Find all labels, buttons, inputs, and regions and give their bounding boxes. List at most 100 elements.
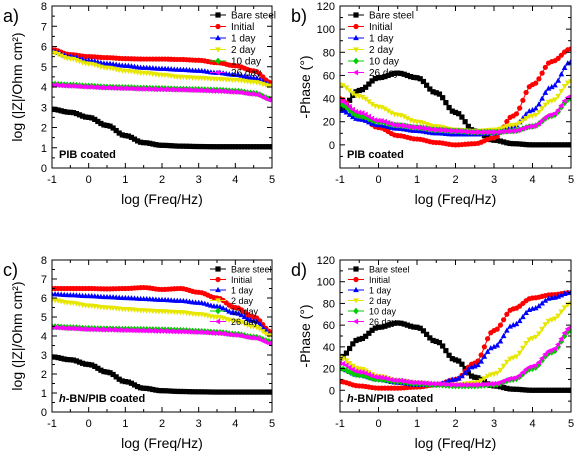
data-point [532,122,538,129]
data-point [254,389,260,395]
data-point [52,291,55,297]
data-point [487,129,493,135]
data-point [507,323,513,329]
data-point [568,79,571,85]
data-point [526,123,532,130]
data-point [517,105,523,111]
data-point [171,86,177,93]
data-point [362,113,369,121]
data-point [180,388,186,395]
data-point [410,124,416,131]
data-point [366,99,372,105]
data-point [501,384,507,391]
data-point [128,85,134,92]
data-point [558,102,564,109]
data-point [532,334,539,341]
y-axis-label: log (|Z|/Ohm cm²) [9,32,25,141]
legend-marker [353,57,359,65]
data-point [539,117,545,124]
data-point [520,97,526,103]
data-point [152,86,158,93]
data-point [445,127,452,134]
data-point [417,76,423,82]
legend-marker [214,318,221,325]
x-tick-label: -1 [335,174,345,186]
data-point [137,86,143,92]
data-point [116,85,122,92]
data-point [64,325,70,332]
y-tick-label: 120 [317,255,335,267]
data-point [539,142,545,148]
data-point [555,107,561,114]
data-point [484,348,491,354]
data-point [369,101,375,108]
data-point [516,317,523,324]
data-point [552,142,558,148]
data-point [391,320,398,326]
data-point [478,378,485,384]
data-point [216,330,223,337]
y-axis-label: log (|Z|/Ohm cm²) [9,281,25,390]
data-point [449,356,455,362]
data-point [257,144,263,150]
data-point [378,105,385,111]
data-point [265,340,272,347]
data-point [79,113,86,119]
data-point [507,386,513,392]
data-point [500,128,506,135]
data-point [251,389,257,395]
data-point [247,91,253,97]
data-point [385,322,391,328]
y-tick-label: 80 [323,47,335,59]
data-point [542,64,548,70]
data-point [199,143,205,150]
data-point [238,320,245,326]
data-point [217,389,223,395]
data-point [507,356,513,362]
legend-marker [215,47,221,53]
data-point [346,88,353,94]
data-point [529,336,536,342]
legend-entry: Bare steel [369,11,414,22]
y-tick-label: 6 [41,42,47,54]
x-tick-label: 2 [159,174,165,186]
data-point [70,110,76,116]
data-point [526,142,532,148]
data-point [503,128,509,135]
data-point [458,128,464,135]
data-point [161,328,168,334]
data-point [352,368,359,375]
data-point [452,128,458,134]
data-point [174,86,180,93]
data-point [407,379,413,386]
data-point [67,357,73,363]
data-point [433,380,439,387]
data-point [208,144,214,150]
data-point [171,143,177,149]
data-point [558,387,564,393]
y-tick-label: 0 [41,407,47,419]
legend-entry: 10 day [231,307,259,317]
data-point [414,75,420,81]
data-point [346,103,352,110]
data-point [494,342,501,348]
data-point [244,144,251,150]
data-point [253,325,260,331]
data-point [533,142,539,148]
data-point [362,96,369,102]
data-point [352,108,359,115]
data-point [465,381,471,388]
data-point [186,389,193,395]
data-point [76,83,82,90]
data-point [67,325,73,332]
data-point [388,71,394,77]
data-point [398,70,404,77]
data-point [452,381,458,388]
data-point [388,321,394,327]
data-point [263,331,269,337]
data-point [417,124,423,131]
data-point [503,124,510,130]
data-point [211,389,217,395]
data-point [171,388,177,394]
data-point [223,144,229,150]
